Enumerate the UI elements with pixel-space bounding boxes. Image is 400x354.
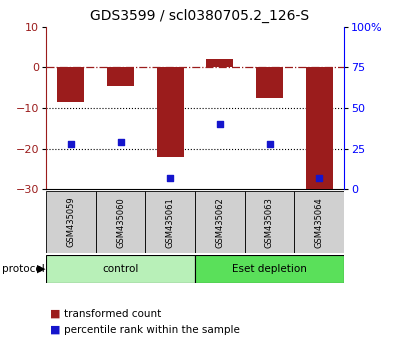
Text: percentile rank within the sample: percentile rank within the sample: [64, 325, 240, 335]
Bar: [294, 191, 344, 253]
Text: GSM435062: GSM435062: [215, 197, 224, 247]
Bar: [245, 191, 294, 253]
Text: GSM435064: GSM435064: [315, 197, 324, 247]
Bar: [195, 255, 344, 283]
Text: Eset depletion: Eset depletion: [232, 264, 307, 274]
Bar: [46, 191, 96, 253]
Bar: [107, 67, 134, 86]
Text: control: control: [102, 264, 139, 274]
Point: [217, 121, 223, 127]
Bar: [206, 59, 234, 67]
Bar: [306, 67, 333, 189]
Text: GSM435063: GSM435063: [265, 197, 274, 247]
Point: [316, 175, 322, 181]
Bar: [145, 191, 195, 253]
Text: ▶: ▶: [37, 264, 46, 274]
Text: GDS3599 / scl0380705.2_126-S: GDS3599 / scl0380705.2_126-S: [90, 9, 310, 23]
Text: ■: ■: [50, 325, 60, 335]
Point: [266, 141, 273, 147]
Bar: [156, 67, 184, 157]
Text: GSM435061: GSM435061: [166, 197, 175, 247]
Point: [167, 175, 173, 181]
Bar: [46, 255, 195, 283]
Text: GSM435060: GSM435060: [116, 197, 125, 247]
Bar: [195, 191, 245, 253]
Text: protocol: protocol: [2, 264, 45, 274]
Bar: [96, 191, 145, 253]
Bar: [256, 67, 283, 98]
Text: transformed count: transformed count: [64, 309, 161, 319]
Bar: [57, 67, 84, 102]
Point: [117, 139, 124, 145]
Text: GSM435059: GSM435059: [66, 197, 75, 247]
Point: [68, 141, 74, 147]
Text: ■: ■: [50, 309, 60, 319]
